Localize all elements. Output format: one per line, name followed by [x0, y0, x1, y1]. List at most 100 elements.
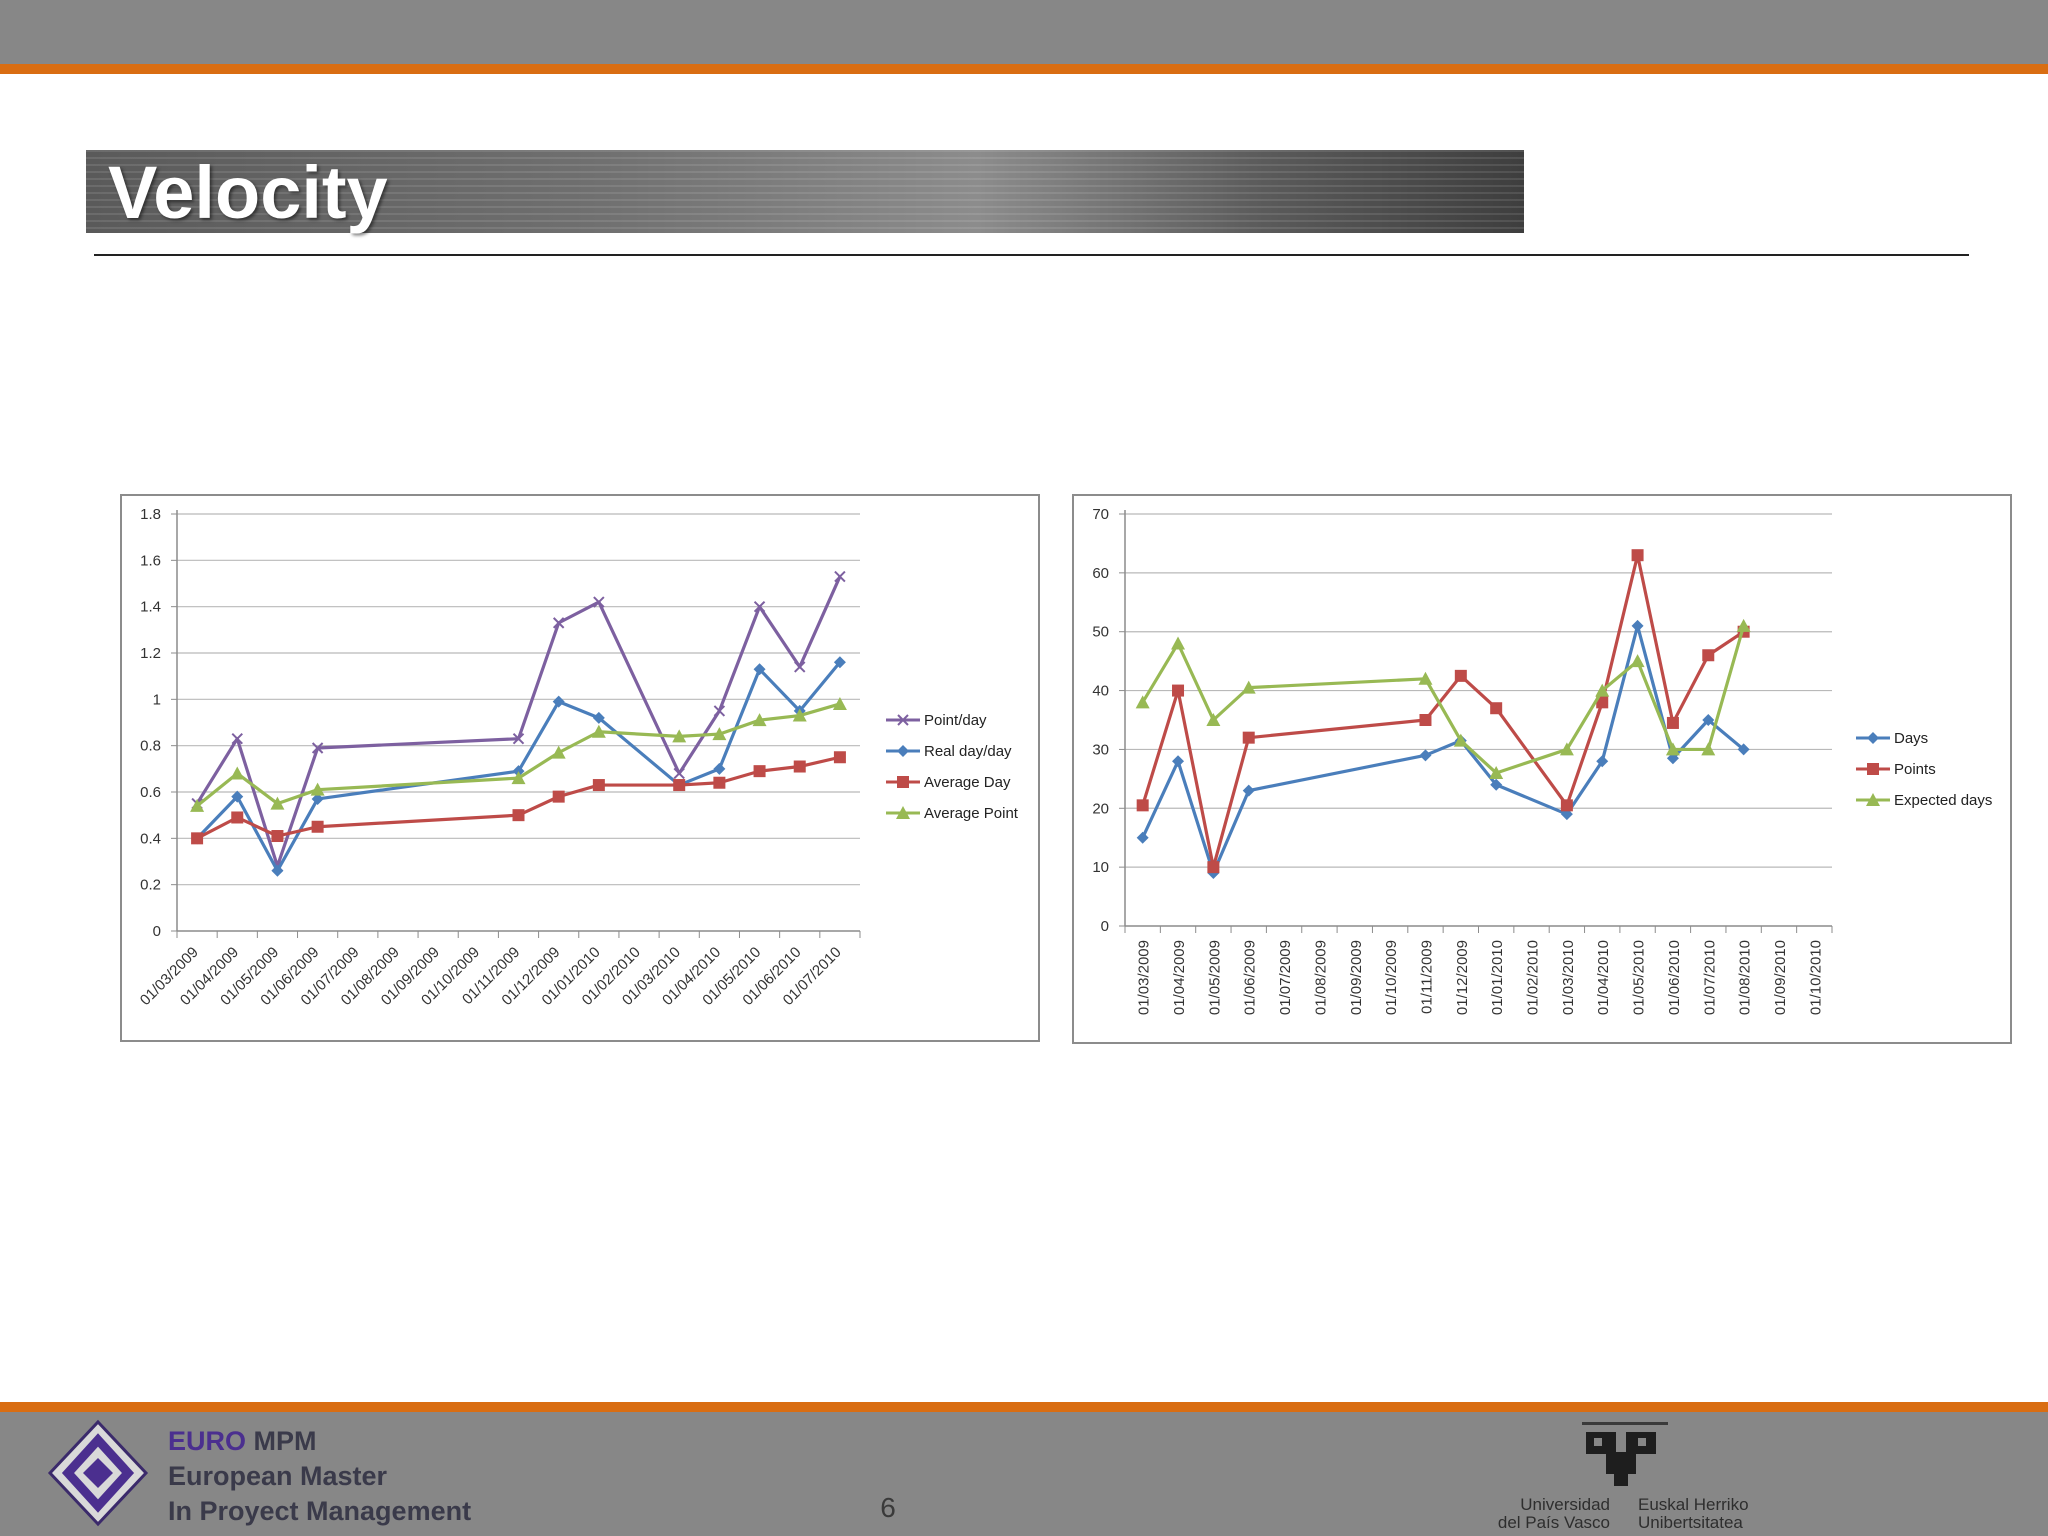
- data-point: [1560, 808, 1573, 821]
- y-tick-label: 10: [1092, 859, 1109, 876]
- x-tick-label: 01/03/2010: [1560, 940, 1577, 1015]
- data-point: [1630, 654, 1645, 668]
- data-point: [792, 708, 807, 722]
- series-points: [1136, 549, 1750, 874]
- y-tick-label: 1.4: [140, 599, 161, 616]
- data-point: [1454, 669, 1467, 682]
- x-axis-labels: 01/03/2009 01/04/2009 01/05/2009 01/06/2009…: [1124, 926, 1833, 1015]
- series-line: [196, 702, 841, 808]
- legend-label: Point/day: [924, 712, 987, 729]
- y-tick-label: 1.6: [140, 552, 161, 569]
- chart-svg: 0 10 20 30 40 50 60 70 01/03/2009 01/04/2009 01/05…: [1072, 494, 2012, 1044]
- data-point: [1559, 742, 1574, 756]
- x-tick-label: 01/09/2010: [1772, 940, 1789, 1015]
- data-point: [230, 766, 245, 780]
- data-point: [190, 798, 205, 812]
- legend-label: Expected days: [1894, 792, 1992, 809]
- logo-line-3: In Proyect Management: [168, 1496, 472, 1526]
- data-point: [753, 600, 766, 613]
- y-tick-label: 50: [1092, 624, 1109, 641]
- x-tick-label: 01/05/2009: [1206, 940, 1223, 1015]
- data-point: [833, 656, 846, 669]
- legend-label: Days: [1894, 730, 1928, 747]
- y-axis-labels: 0 0.2 0.4 0.6 0.8 1 1.2 1.4 1.6 1.8: [140, 506, 161, 940]
- data-point: [592, 779, 605, 792]
- legend-item: Real day/day: [886, 743, 1012, 760]
- y-axis-labels: 0 10 20 30 40 50 60 70: [1092, 506, 1109, 935]
- legend-swatch-marker: [896, 806, 910, 819]
- data-point: [1242, 731, 1255, 744]
- y-tick-label: 0.2: [140, 877, 161, 894]
- data-point: [1207, 861, 1220, 874]
- legend-item: Average Day: [886, 774, 1011, 791]
- data-point: [271, 864, 284, 877]
- data-point: [1419, 749, 1432, 762]
- data-point: [833, 751, 846, 764]
- x-tick-label: 01/08/2010: [1737, 940, 1754, 1015]
- logo-euro: EURO: [168, 1426, 247, 1456]
- x-tick-label: 01/11/2009: [1418, 940, 1435, 1014]
- y-tick-label: 20: [1092, 800, 1109, 817]
- data-point: [311, 742, 324, 754]
- chart-svg: 00.20.40.60.811.21.41.61.801/03/200901/0…: [120, 494, 1040, 1042]
- data-point: [1489, 765, 1504, 779]
- data-point: [1701, 742, 1716, 756]
- data-point: [1702, 714, 1715, 726]
- x-tick-label: 01/06/2010: [1666, 940, 1683, 1015]
- data-point: [1631, 549, 1644, 562]
- x-tick-label: 01/05/2010: [1631, 940, 1648, 1015]
- data-point: [753, 663, 766, 676]
- data-point: [1242, 784, 1255, 797]
- data-point: [311, 792, 324, 805]
- data-point: [512, 809, 525, 822]
- data-point: [752, 713, 767, 727]
- y-tick-label: 0: [1101, 918, 1109, 935]
- y-tick-label: 1.2: [140, 645, 161, 662]
- slide-title: Velocity: [108, 151, 388, 234]
- euro-mpm-logo-icon: [47, 1419, 149, 1527]
- x-tick-label: 01/03/2009: [1136, 940, 1153, 1015]
- series-line: [196, 755, 841, 840]
- legend-item: Days: [1856, 730, 1928, 747]
- data-point: [1595, 683, 1610, 697]
- data-point: [1666, 716, 1679, 729]
- legend-label: Real day/day: [924, 743, 1012, 760]
- legend-swatch-marker: [1866, 793, 1880, 806]
- top-bar: [0, 0, 2048, 64]
- legend-swatch-marker: [897, 745, 909, 757]
- footer-bar: [0, 1412, 2048, 1536]
- data-point: [712, 727, 727, 741]
- x-tick-label: 01/04/2010: [1595, 940, 1612, 1015]
- data-point: [1136, 831, 1149, 844]
- data-point: [1241, 680, 1256, 694]
- y-tick-label: 40: [1092, 683, 1109, 700]
- data-point: [1453, 733, 1468, 747]
- data-point: [1172, 684, 1185, 697]
- legend-item: Point/day: [886, 712, 987, 729]
- data-point: [592, 711, 605, 724]
- legend-label: Points: [1894, 761, 1936, 778]
- y-tick-label: 30: [1092, 741, 1109, 758]
- data-point: [271, 830, 284, 843]
- y-tick-label: 0: [153, 923, 161, 940]
- data-point: [1135, 695, 1150, 709]
- data-point: [1702, 649, 1715, 662]
- data-point: [1419, 714, 1432, 726]
- data-point: [1631, 619, 1644, 632]
- x-tick-label: 01/09/2009: [1348, 940, 1365, 1015]
- y-tick-label: 60: [1092, 565, 1109, 582]
- bottom-accent-stripe: [0, 1402, 2048, 1412]
- data-point: [310, 782, 325, 796]
- data-point: [1737, 743, 1750, 756]
- euro-mpm-logo-text: EURO MPM European Master In Proyect Mana…: [168, 1424, 471, 1529]
- y-tick-label: 1.8: [140, 506, 161, 523]
- data-point: [231, 733, 243, 745]
- series-line: [195, 661, 842, 873]
- data-point: [511, 771, 526, 785]
- data-point: [552, 695, 565, 708]
- university-emblem-icon: [1582, 1422, 1668, 1486]
- data-point: [713, 762, 726, 775]
- logo-line-2: European Master: [168, 1461, 388, 1491]
- legend-label: Average Point: [924, 805, 1019, 822]
- data-point: [512, 733, 525, 745]
